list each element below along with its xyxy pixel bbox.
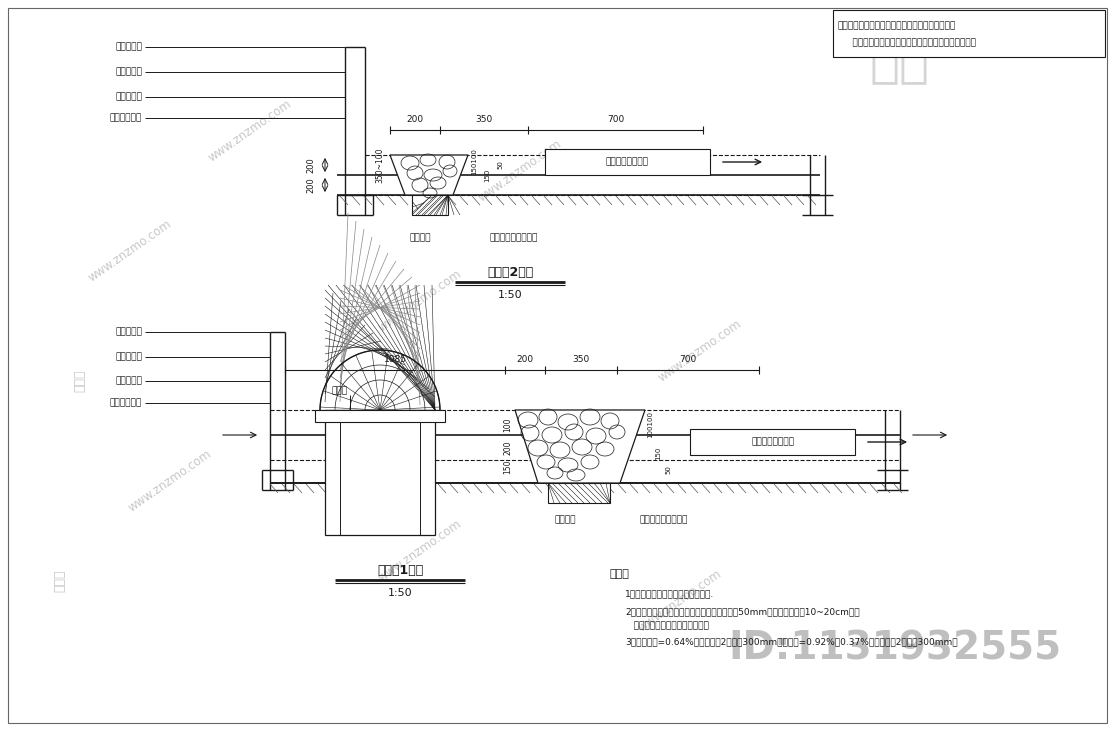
- Text: 200: 200: [516, 355, 534, 365]
- Text: 滤液井: 滤液井: [332, 387, 348, 395]
- Text: 路缘石底边: 路缘石底边: [115, 93, 142, 102]
- Text: 3、滤路纵坡=0.64%时，挡水堰2高度为300mm；当纵坡=0.92%、0.37%时，挡水堰2高度为300mm。: 3、滤路纵坡=0.64%时，挡水堰2高度为300mm；当纵坡=0.92%、0.3…: [626, 637, 958, 646]
- Text: 知末网: 知末网: [54, 569, 67, 592]
- Text: 100: 100: [504, 417, 513, 432]
- Text: 路缘石顶面: 路缘石顶面: [115, 327, 142, 336]
- Text: 700: 700: [607, 115, 624, 124]
- Bar: [547, 483, 610, 503]
- Text: 格宾石笼: 格宾石笼: [409, 233, 430, 243]
- Text: 350: 350: [572, 355, 590, 365]
- Polygon shape: [390, 155, 468, 195]
- Text: www.znzmo.com: www.znzmo.com: [376, 518, 464, 585]
- Text: 1:50: 1:50: [497, 290, 522, 300]
- Text: 格宾石笼: 格宾石笼: [554, 515, 575, 525]
- Text: 填土，上植草皮衔接: 填土，上植草皮衔接: [489, 233, 539, 243]
- Text: 路缘石底边: 路缘石底边: [115, 376, 142, 385]
- Text: 下回填地地面: 下回填地地面: [109, 113, 142, 123]
- Bar: [324, 410, 435, 535]
- Text: 1、图中尺寸以毫米计，标高以米计.: 1、图中尺寸以毫米计，标高以米计.: [626, 589, 715, 599]
- Text: www.znzmo.com: www.znzmo.com: [86, 217, 174, 284]
- Text: 200: 200: [306, 177, 316, 193]
- Text: 200: 200: [504, 441, 513, 455]
- Bar: [690, 429, 855, 455]
- Text: 150: 150: [504, 460, 513, 474]
- Text: 下回填地地面: 下回填地地面: [109, 398, 142, 407]
- Text: 200: 200: [407, 115, 424, 124]
- Text: 车行道路面: 车行道路面: [115, 67, 142, 77]
- Text: 1:50: 1:50: [388, 588, 413, 598]
- Text: 填土，上植草皮衔接: 填土，上植草皮衔接: [640, 515, 688, 525]
- Text: 注意：不得量取图纸尺寸施工，以标注尺寸为准。: 注意：不得量取图纸尺寸施工，以标注尺寸为准。: [838, 21, 957, 31]
- Bar: [413, 195, 448, 215]
- Text: www.znzmo.com: www.znzmo.com: [656, 317, 744, 385]
- Text: 知末网: 知末网: [74, 370, 87, 393]
- Text: 挡水堰1大样: 挡水堰1大样: [377, 564, 423, 577]
- Text: 2、砾石挡水堰采用格宾石笼，石笼钢丝网孔径50mm，填充石块粒径10~20cm之，: 2、砾石挡水堰采用格宾石笼，石笼钢丝网孔径50mm，填充石块粒径10~20cm之…: [626, 607, 860, 616]
- Polygon shape: [515, 410, 644, 483]
- Text: 石笼做法详见格宾石笼大样图。: 石笼做法详见格宾石笼大样图。: [626, 621, 709, 631]
- Text: 100100: 100100: [647, 412, 653, 439]
- Text: 50: 50: [497, 161, 503, 170]
- Text: www.znzmo.com: www.znzmo.com: [376, 268, 464, 335]
- Text: 150: 150: [484, 168, 489, 182]
- Text: 说明：: 说明：: [610, 569, 630, 579]
- Text: 50: 50: [665, 466, 671, 474]
- Text: 路缘石顶面: 路缘石顶面: [115, 42, 142, 51]
- Text: www.znzmo.com: www.znzmo.com: [476, 137, 564, 205]
- Text: 路缘石侧面进水口: 路缘石侧面进水口: [752, 437, 794, 447]
- Text: 350~100: 350~100: [376, 147, 385, 183]
- Text: ID:1131932555: ID:1131932555: [728, 630, 1061, 668]
- Text: 700: 700: [679, 355, 697, 365]
- Text: www.znzmo.com: www.znzmo.com: [126, 447, 214, 515]
- Bar: [316, 410, 445, 422]
- Text: 150100: 150100: [471, 148, 477, 175]
- Text: 150: 150: [655, 447, 661, 460]
- Text: www.znzmo.com: www.znzmo.com: [636, 567, 724, 635]
- Text: 路缘石侧面进水口: 路缘石侧面进水口: [605, 157, 649, 167]
- Text: 350: 350: [475, 115, 493, 124]
- Text: 本图内容未经设计院书面许可，不得用于其他地方。: 本图内容未经设计院书面许可，不得用于其他地方。: [838, 39, 976, 48]
- Bar: [545, 149, 710, 175]
- Text: 知末: 知末: [870, 37, 930, 85]
- Text: 车行道路面: 车行道路面: [115, 352, 142, 362]
- Text: www.znzmo.com: www.znzmo.com: [206, 97, 294, 164]
- Text: 挡水堰2大样: 挡水堰2大样: [487, 265, 533, 279]
- Bar: [833, 10, 1105, 57]
- Text: 200: 200: [306, 157, 316, 173]
- Text: 1085: 1085: [384, 355, 407, 365]
